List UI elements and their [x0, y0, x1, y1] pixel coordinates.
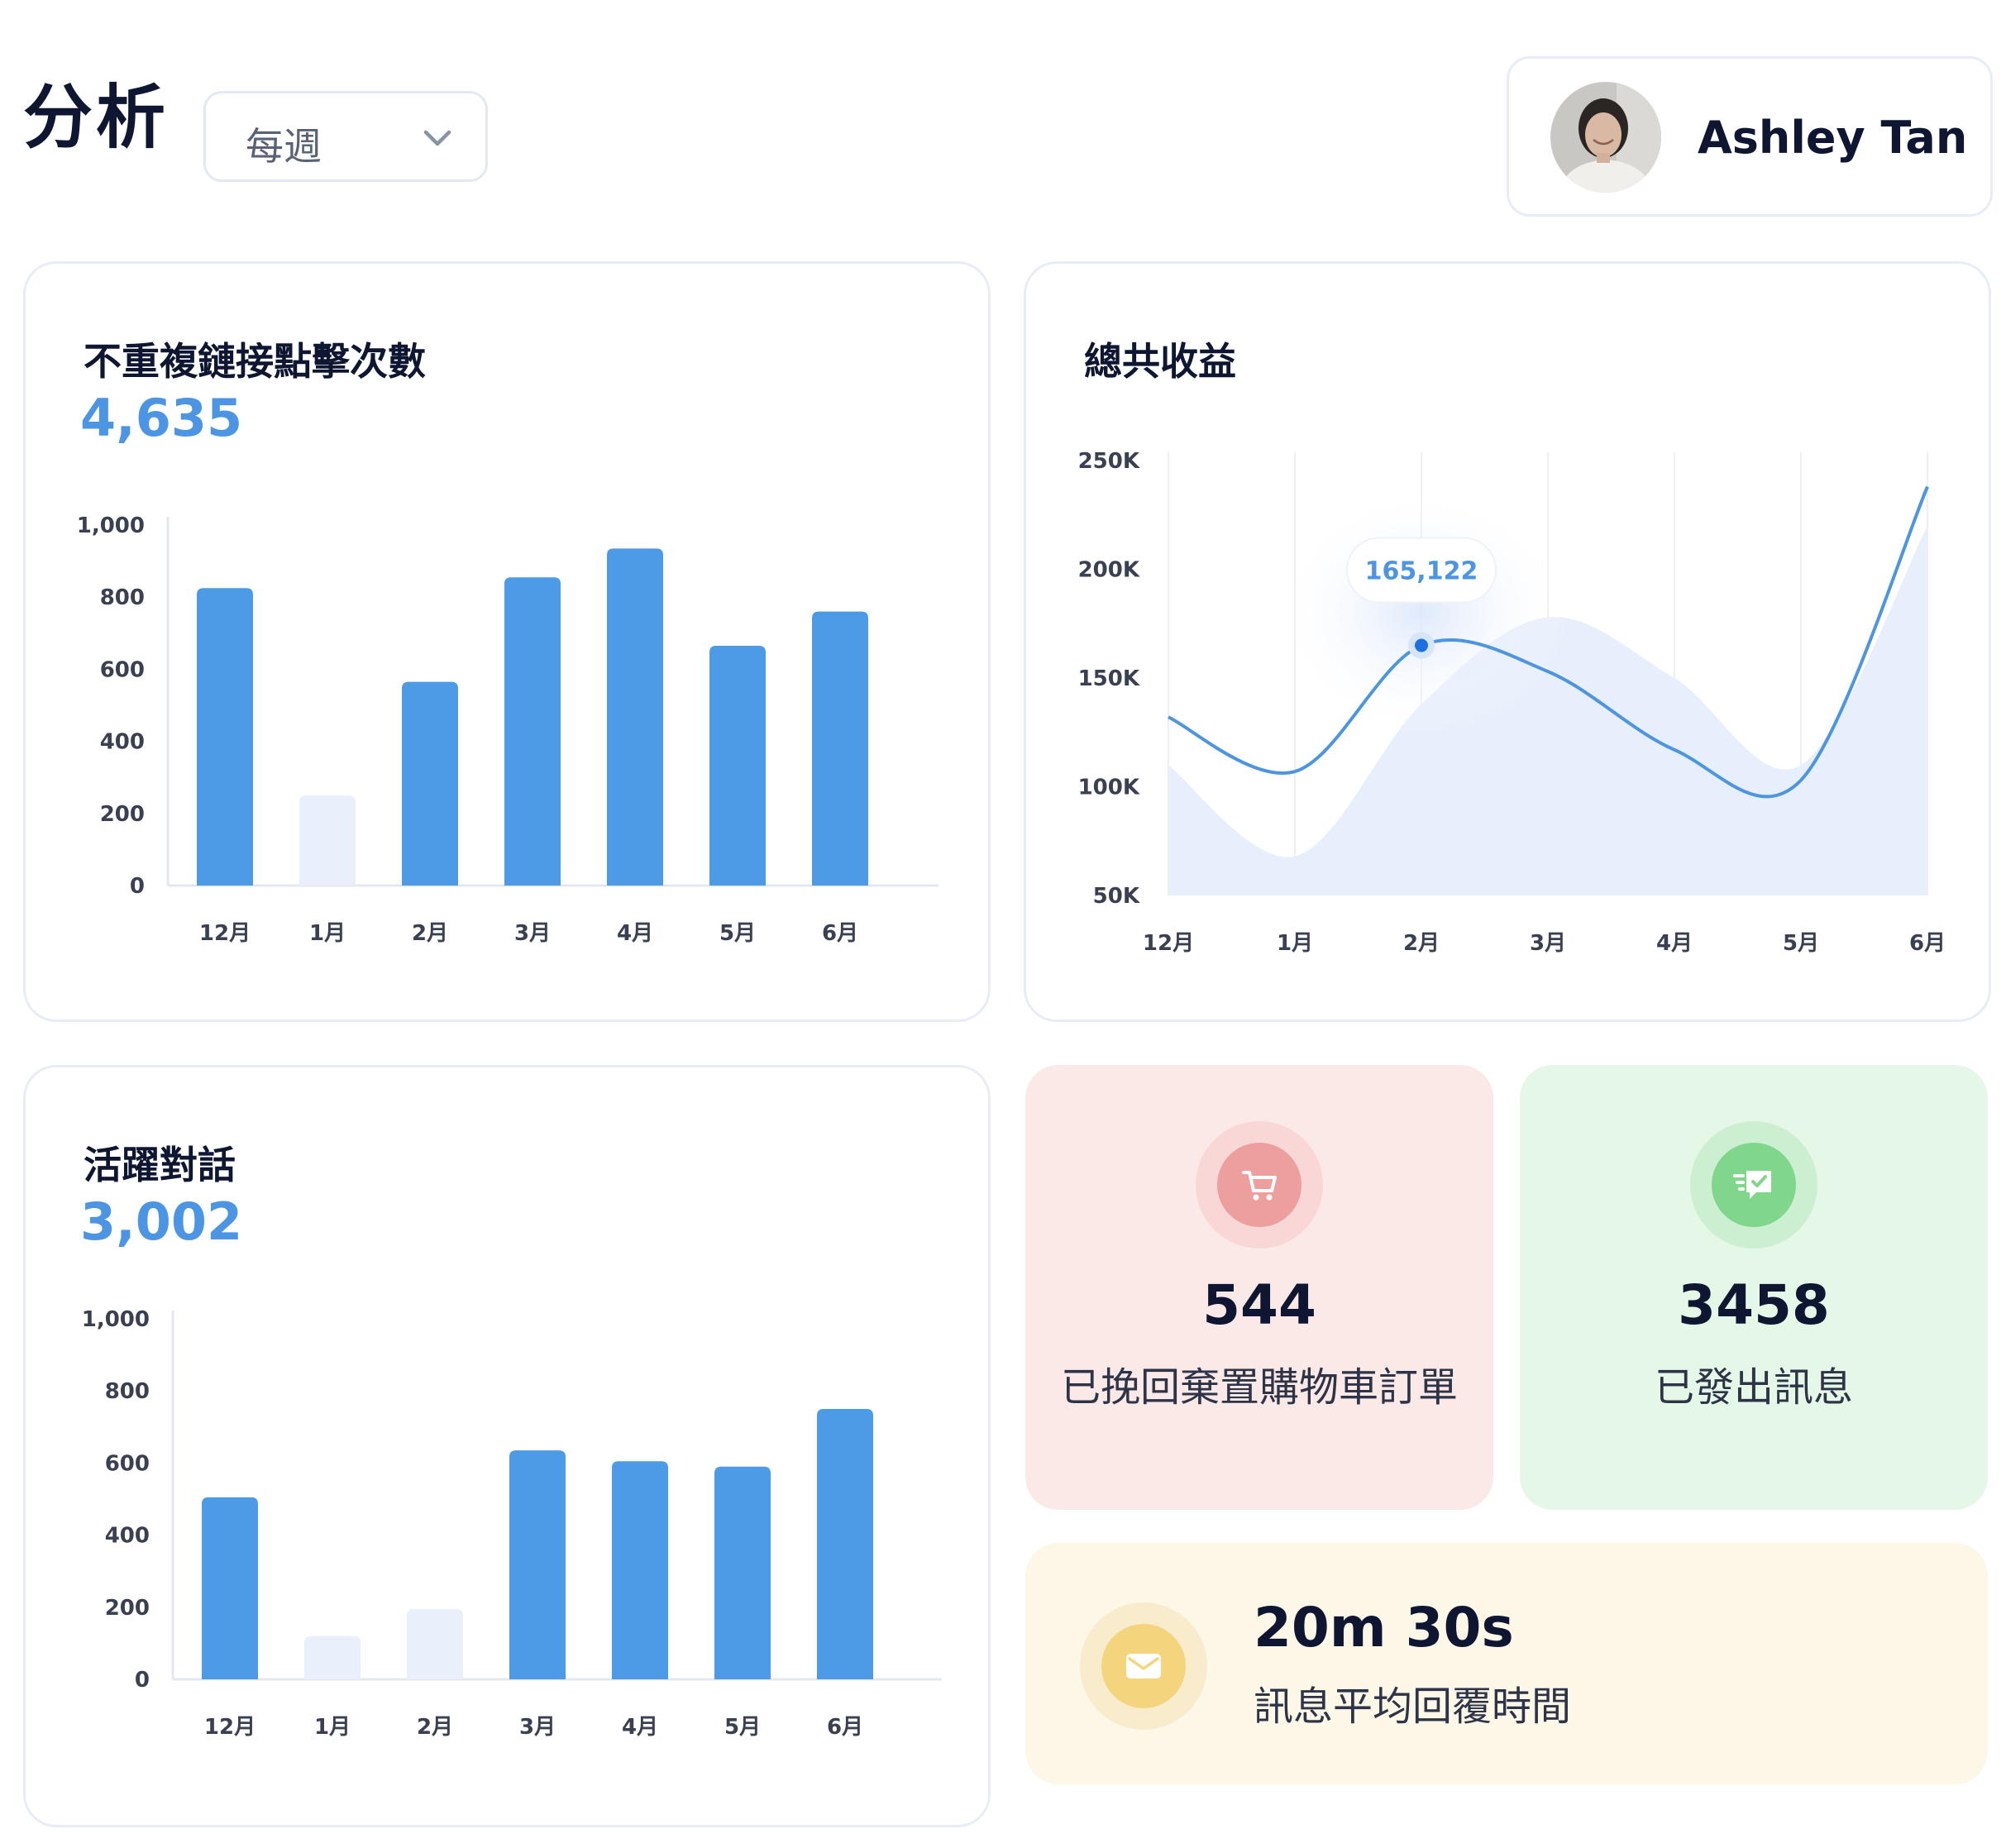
- period-dropdown-value: 每週: [246, 124, 322, 169]
- avg-response-time-label: 訊息平均回覆時間: [1254, 1683, 1572, 1730]
- bar-3月: [504, 577, 561, 886]
- bar-3月: [509, 1450, 566, 1679]
- envelope-icon: [1126, 1654, 1161, 1678]
- bar-2月: [402, 681, 458, 886]
- x-tick-label: 4月: [622, 1715, 658, 1740]
- y-tick-label: 250K: [1078, 449, 1140, 474]
- unique-clicks-card: 不重複鏈接點擊次數 4,635 0 200 400 600 800 1,000 12月 1月 2…: [23, 261, 991, 1022]
- avg-response-time-tile: 20m 30s 訊息平均回覆時間: [1025, 1543, 1988, 1784]
- x-tick-label: 12月: [1143, 931, 1194, 956]
- messages-sent-value: 3458: [1678, 1273, 1830, 1337]
- avatar: [1550, 82, 1661, 193]
- x-tick-label: 2月: [417, 1715, 453, 1740]
- x-tick-label: 5月: [1783, 931, 1819, 956]
- y-tick-label: 100K: [1078, 776, 1140, 800]
- x-tick-label: 1月: [1277, 931, 1313, 956]
- bar-2月: [407, 1608, 463, 1679]
- chevron-down-icon: [423, 130, 451, 146]
- y-tick-label: 50K: [1093, 884, 1140, 909]
- card-metric: 4,635: [80, 388, 243, 448]
- y-tick-label: 150K: [1078, 666, 1140, 691]
- card-metric: 3,002: [80, 1191, 243, 1252]
- card-title: 總共收益: [1084, 339, 1236, 384]
- y-tick-label: 400: [105, 1524, 150, 1549]
- x-tick-label: 3月: [519, 1715, 556, 1740]
- user-profile-button[interactable]: Ashley Tan: [1507, 56, 1993, 217]
- x-tick-label: 5月: [724, 1715, 761, 1740]
- x-tick-label: 5月: [719, 921, 756, 946]
- highlight-glow: [1273, 488, 1570, 737]
- x-tick-label: 3月: [514, 921, 551, 946]
- revenue-line: [1168, 485, 1929, 799]
- x-tick-label: 6月: [1909, 931, 1946, 956]
- card-title: 不重複鏈接點擊次數: [84, 339, 426, 384]
- x-tick-label: 1月: [314, 1715, 351, 1740]
- y-tick-label: 1,000: [82, 1307, 150, 1332]
- x-tick-label: 12月: [204, 1715, 256, 1740]
- bar-12月: [197, 588, 253, 886]
- recovered-carts-label: 已挽回棄置購物車訂單: [1060, 1364, 1458, 1411]
- y-tick-label: 600: [100, 657, 145, 682]
- x-tick-label: 2月: [412, 921, 448, 946]
- area-series: [1168, 525, 1927, 895]
- y-tick-label: 200: [100, 802, 145, 827]
- message-icon: [1733, 1171, 1771, 1199]
- y-tick-label: 0: [135, 1668, 150, 1693]
- active-conversations-card: 活躍對話 3,002 0 200 400 600 800 1,000 12月 1月 2月 3月 4月…: [23, 1065, 991, 1827]
- active-conversations-bar-chart: 0 200 400 600 800 1,000 12月 1月 2月 3月 4月 5月 6月: [82, 1307, 942, 1740]
- bar-4月: [612, 1461, 668, 1679]
- user-name: Ashley Tan: [1698, 112, 1968, 164]
- x-tick-label: 12月: [199, 921, 251, 946]
- bar-1月: [299, 795, 356, 886]
- bar-6月: [812, 611, 868, 886]
- x-tick-label: 4月: [617, 921, 653, 946]
- avg-response-time-value: 20m 30s: [1254, 1596, 1514, 1659]
- bar-5月: [714, 1466, 771, 1679]
- highlight-point: [1415, 638, 1428, 652]
- y-tick-label: 600: [105, 1451, 150, 1476]
- cart-icon: [1242, 1171, 1277, 1201]
- bar-1月: [304, 1636, 361, 1679]
- recovered-carts-tile: 544 已挽回棄置購物車訂單: [1025, 1065, 1493, 1510]
- x-tick-label: 4月: [1656, 931, 1693, 956]
- bar-12月: [202, 1497, 258, 1679]
- x-tick-label: 1月: [309, 921, 346, 946]
- card-title: 活躍對話: [84, 1143, 236, 1187]
- y-tick-label: 800: [105, 1379, 150, 1404]
- x-tick-label: 6月: [822, 921, 858, 946]
- total-revenue-card: 總共收益 250K 200K 150K 100K 50K 12月 1月 2月 3月 4月 5月 6月 1…: [1024, 261, 1991, 1022]
- bar-5月: [709, 646, 766, 886]
- page-title: 分析: [23, 77, 170, 158]
- y-tick-label: 0: [130, 874, 145, 899]
- unique-clicks-bar-chart: 0 200 400 600 800 1,000 12月 1月 2月 3月 4月 5月 6月: [77, 513, 939, 946]
- recovered-carts-value: 544: [1202, 1273, 1316, 1337]
- x-tick-label: 2月: [1403, 931, 1440, 956]
- x-tick-label: 3月: [1530, 931, 1566, 956]
- y-tick-label: 800: [100, 585, 145, 610]
- messages-sent-tile: 3458 已發出訊息: [1520, 1065, 1988, 1510]
- bar-4月: [607, 548, 663, 886]
- bar-6月: [817, 1409, 873, 1679]
- messages-sent-label: 已發出訊息: [1654, 1364, 1853, 1411]
- y-tick-label: 400: [100, 730, 145, 755]
- y-tick-label: 1,000: [77, 513, 145, 538]
- period-dropdown[interactable]: 每週: [203, 91, 488, 182]
- x-tick-label: 6月: [827, 1715, 863, 1740]
- y-tick-label: 200: [105, 1596, 150, 1621]
- tooltip-bubble: [1346, 537, 1497, 604]
- y-tick-label: 200K: [1078, 558, 1140, 583]
- tooltip-value: 165,122: [1365, 557, 1478, 586]
